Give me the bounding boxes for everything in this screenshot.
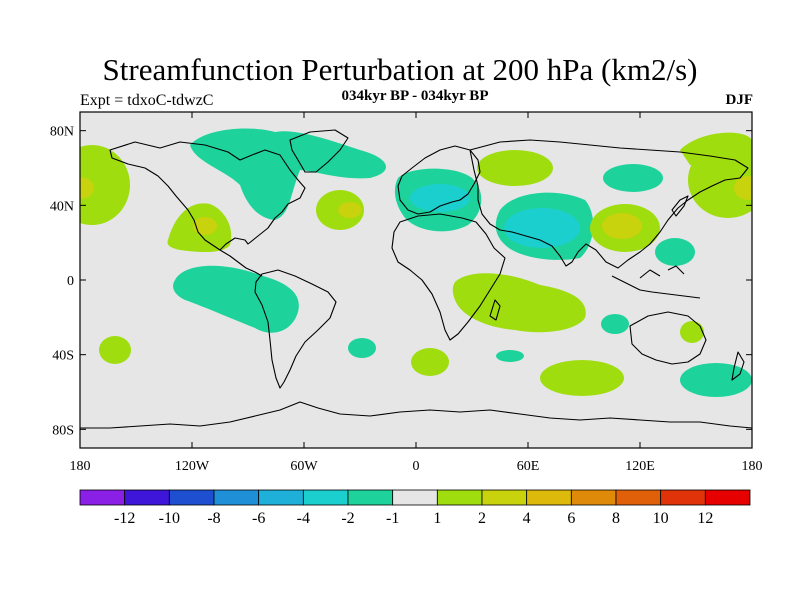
colorbar-swatch: [213, 489, 260, 506]
coastline-north-america: [109, 141, 306, 251]
anomaly-region: [80, 177, 94, 199]
anomaly-region: [190, 128, 387, 220]
coastline-asia: [469, 139, 749, 269]
colorbar-swatch: [392, 489, 438, 506]
colorbar-swatch: [570, 489, 617, 506]
anomaly-region: [338, 202, 362, 218]
season-label: DJF: [725, 92, 754, 108]
anomaly-region: [477, 150, 553, 186]
anomaly-region: [734, 176, 752, 200]
anomaly-region: [504, 208, 580, 248]
plot-title: Streamfunction Perturbation at 200 hPa (…: [102, 52, 698, 87]
anomaly-region: [496, 350, 524, 362]
anomaly-region: [80, 145, 130, 225]
anomaly-region: [348, 338, 376, 358]
anomaly-region: [603, 164, 663, 192]
coastline-antarctica: [80, 401, 752, 429]
anomaly-region: [193, 217, 217, 235]
colorbar-swatch: [168, 489, 215, 506]
anomaly-region: [411, 348, 449, 376]
colorbar-label: -2: [341, 510, 354, 527]
anomaly-region: [410, 184, 470, 212]
y-tick-label: 40S: [52, 349, 74, 364]
colorbar-label: 10: [653, 510, 669, 527]
colorbar-swatch: [302, 489, 349, 506]
colorbar-swatch: [526, 489, 572, 506]
period-label: 034kyr BP - 034kyr BP: [341, 88, 489, 104]
colorbar-swatch: [615, 489, 662, 506]
coastline-madagascar: [489, 299, 501, 321]
y-tick-label: 40N: [50, 199, 74, 214]
x-tick-label: 0: [413, 459, 420, 474]
experiment-label: Expt = tdxoC-tdwzC: [80, 92, 214, 109]
coastline-europe: [397, 145, 481, 215]
colorbar-label: 8: [612, 510, 620, 527]
coastline-australia: [629, 311, 707, 365]
coastline-new-zealand: [731, 351, 745, 381]
colorbar-swatch: [660, 489, 706, 506]
colorbar-label: 2: [478, 510, 486, 527]
colorbar-swatch: [258, 489, 304, 506]
coastline-africa: [391, 213, 506, 341]
anomaly-contours: [80, 128, 752, 397]
colorbar-label: -1: [386, 510, 399, 527]
anomaly-region: [173, 265, 299, 333]
colorbar-swatch: [704, 489, 751, 506]
anomaly-region: [452, 273, 586, 333]
x-tick-label: 180: [70, 459, 91, 474]
anomaly-region: [601, 314, 629, 334]
coastline-central-america: [219, 249, 263, 277]
colorbar-label: 12: [697, 510, 713, 527]
x-tick-label: 180: [742, 459, 763, 474]
coastline-greenland: [289, 129, 349, 173]
colorbar-label: -12: [114, 510, 135, 527]
anomaly-region: [655, 238, 695, 266]
anomaly-region: [540, 360, 624, 396]
x-tick-label: 60E: [517, 459, 540, 474]
colorbar-swatch: [347, 489, 394, 506]
x-axis: 180 120W 60W 0 60E 120E 180: [70, 112, 763, 474]
anomaly-region: [99, 336, 131, 364]
colorbar-label: -6: [252, 510, 265, 527]
colorbar-label: 6: [567, 510, 575, 527]
y-tick-label: 0: [67, 274, 74, 289]
x-tick-label: 120W: [175, 459, 210, 474]
x-tick-label: 120E: [625, 459, 655, 474]
x-tick-label: 60W: [290, 459, 318, 474]
y-tick-label: 80S: [52, 423, 74, 438]
colorbar-label: -10: [159, 510, 180, 527]
anomaly-region: [680, 321, 704, 343]
anomaly-region: [680, 132, 752, 170]
colorbar-label: -4: [297, 510, 310, 527]
colorbar-label: -8: [207, 510, 220, 527]
y-axis: 80N 40N 0 40S 80S: [50, 125, 752, 438]
colorbar-swatch: [481, 489, 528, 506]
y-tick-label: 80N: [50, 125, 74, 140]
anomaly-region: [680, 363, 752, 397]
colorbar-swatch: [79, 489, 126, 506]
anomaly-region: [602, 213, 642, 239]
colorbar-label: 1: [433, 510, 441, 527]
coastline-japan: [671, 195, 689, 217]
coastline-south-america: [254, 269, 337, 389]
colorbar-swatch: [124, 489, 170, 506]
colorbar-swatch: [436, 489, 483, 506]
colorbar: -12 -10 -8 -6 -4 -2 -1 1 2 4 6 8 10 12: [79, 489, 751, 527]
coastlines: [80, 129, 752, 429]
colorbar-label: 4: [523, 510, 531, 527]
coastline-indonesia: [611, 265, 701, 299]
